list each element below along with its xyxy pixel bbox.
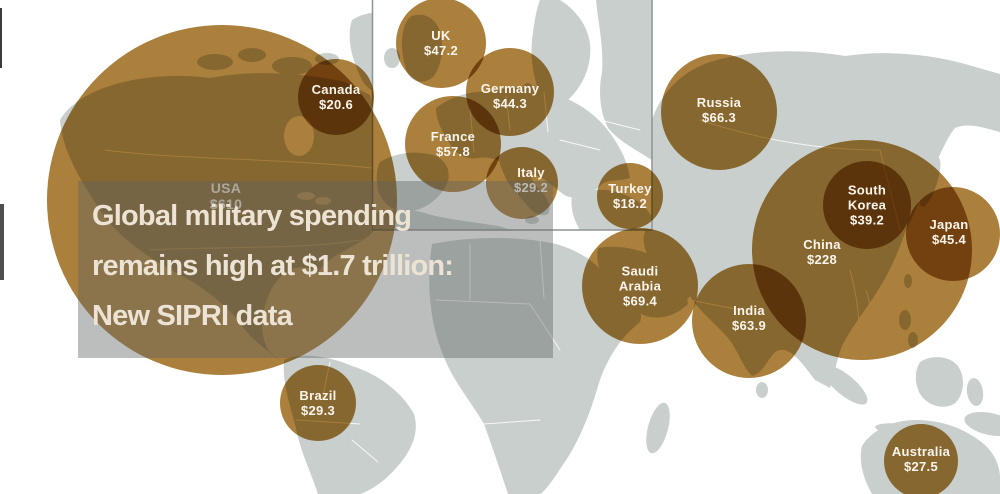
headline-overlay: Global military spending remains high at… bbox=[78, 181, 553, 358]
headline-line-2: remains high at $1.7 trillion: bbox=[92, 250, 454, 282]
headline-line-3: New SIPRI data bbox=[92, 300, 293, 332]
headline-line-1: Global military spending bbox=[92, 200, 412, 232]
screen-edge-mark-top bbox=[0, 8, 2, 68]
screen-edge-mark-bottom bbox=[0, 204, 4, 280]
